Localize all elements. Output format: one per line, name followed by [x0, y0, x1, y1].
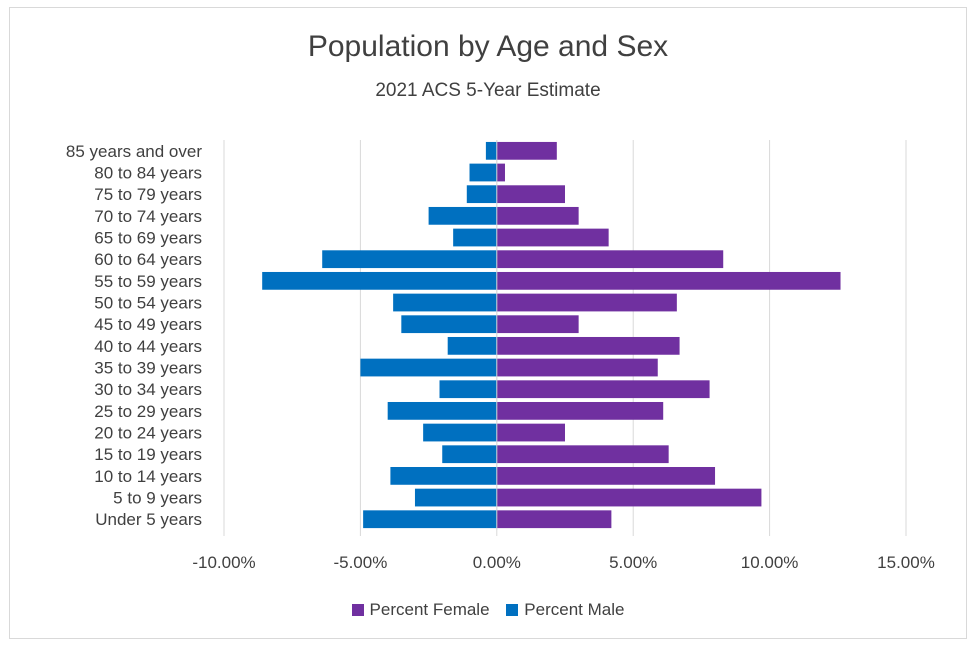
x-tick-label: 5.00% [609, 553, 657, 572]
bar-female [496, 315, 579, 334]
chart-title: Population by Age and Sex [307, 30, 669, 63]
category-label: 40 to 44 years [94, 337, 202, 356]
category-label: 55 to 59 years [94, 272, 202, 291]
bar-female [496, 336, 680, 355]
category-label: 25 to 29 years [94, 402, 202, 421]
bar-female [496, 358, 658, 377]
chart-legend: Percent Female Percent Male [0, 600, 976, 621]
category-label: 20 to 24 years [94, 424, 202, 443]
bar-female [496, 228, 609, 247]
category-label: 50 to 54 years [94, 294, 202, 313]
bar-male [439, 380, 497, 399]
bar-male [485, 141, 497, 160]
bar-female [496, 423, 565, 442]
bar-female [496, 206, 579, 225]
bar-male [414, 488, 497, 507]
bar-female [496, 163, 505, 182]
bar-male [469, 163, 497, 182]
bar-male [442, 445, 497, 464]
category-label: 35 to 39 years [94, 359, 202, 378]
bar-male [387, 401, 497, 420]
bar-female [496, 510, 612, 529]
bar-male [466, 185, 497, 204]
legend-item-male: Percent Male [506, 600, 624, 620]
legend-swatch-male [506, 604, 519, 616]
chart-subtitle: 2021 ACS 5-Year Estimate [375, 80, 601, 101]
bar-male [428, 206, 497, 225]
legend-label-female: Percent Female [369, 600, 490, 619]
category-label: 75 to 79 years [94, 185, 202, 204]
category-label: 5 to 9 years [113, 489, 202, 508]
bar-female [496, 380, 710, 399]
bar-male [393, 293, 497, 312]
bar-male [453, 228, 497, 247]
category-label: 65 to 69 years [94, 229, 202, 248]
category-label: 30 to 34 years [94, 380, 202, 399]
bar-female [496, 185, 565, 204]
bar-female [496, 271, 841, 290]
bar-female [496, 250, 724, 269]
bar-male [401, 315, 497, 334]
bar-male [262, 271, 497, 290]
bar-female [496, 401, 664, 420]
category-label: 70 to 74 years [94, 207, 202, 226]
category-label: Under 5 years [95, 510, 202, 529]
bar-male [360, 358, 497, 377]
bar-female [496, 488, 762, 507]
bar-female [496, 141, 557, 160]
x-tick-label: 15.00% [877, 553, 935, 572]
legend-label-male: Percent Male [524, 600, 625, 619]
legend-swatch-female [351, 604, 364, 616]
bar-male [423, 423, 497, 442]
bar-female [496, 467, 716, 485]
bar-female [496, 445, 669, 464]
category-label: 60 to 64 years [94, 250, 202, 269]
bar-male [322, 250, 497, 269]
category-label: 10 to 14 years [94, 467, 202, 486]
category-label: 45 to 49 years [94, 315, 202, 334]
x-tick-label: 10.00% [741, 553, 799, 572]
bar-female [496, 293, 677, 312]
bar-male [447, 336, 497, 355]
x-tick-label: -5.00% [333, 553, 387, 572]
category-label: 85 years and over [66, 142, 202, 161]
bar-male [390, 467, 497, 485]
x-tick-label: -10.00% [192, 553, 255, 572]
category-label: 80 to 84 years [94, 164, 202, 183]
x-tick-label: 0.00% [473, 553, 521, 572]
legend-item-female: Percent Female [351, 600, 490, 620]
category-label: 15 to 19 years [94, 445, 202, 464]
bar-male [363, 510, 497, 529]
